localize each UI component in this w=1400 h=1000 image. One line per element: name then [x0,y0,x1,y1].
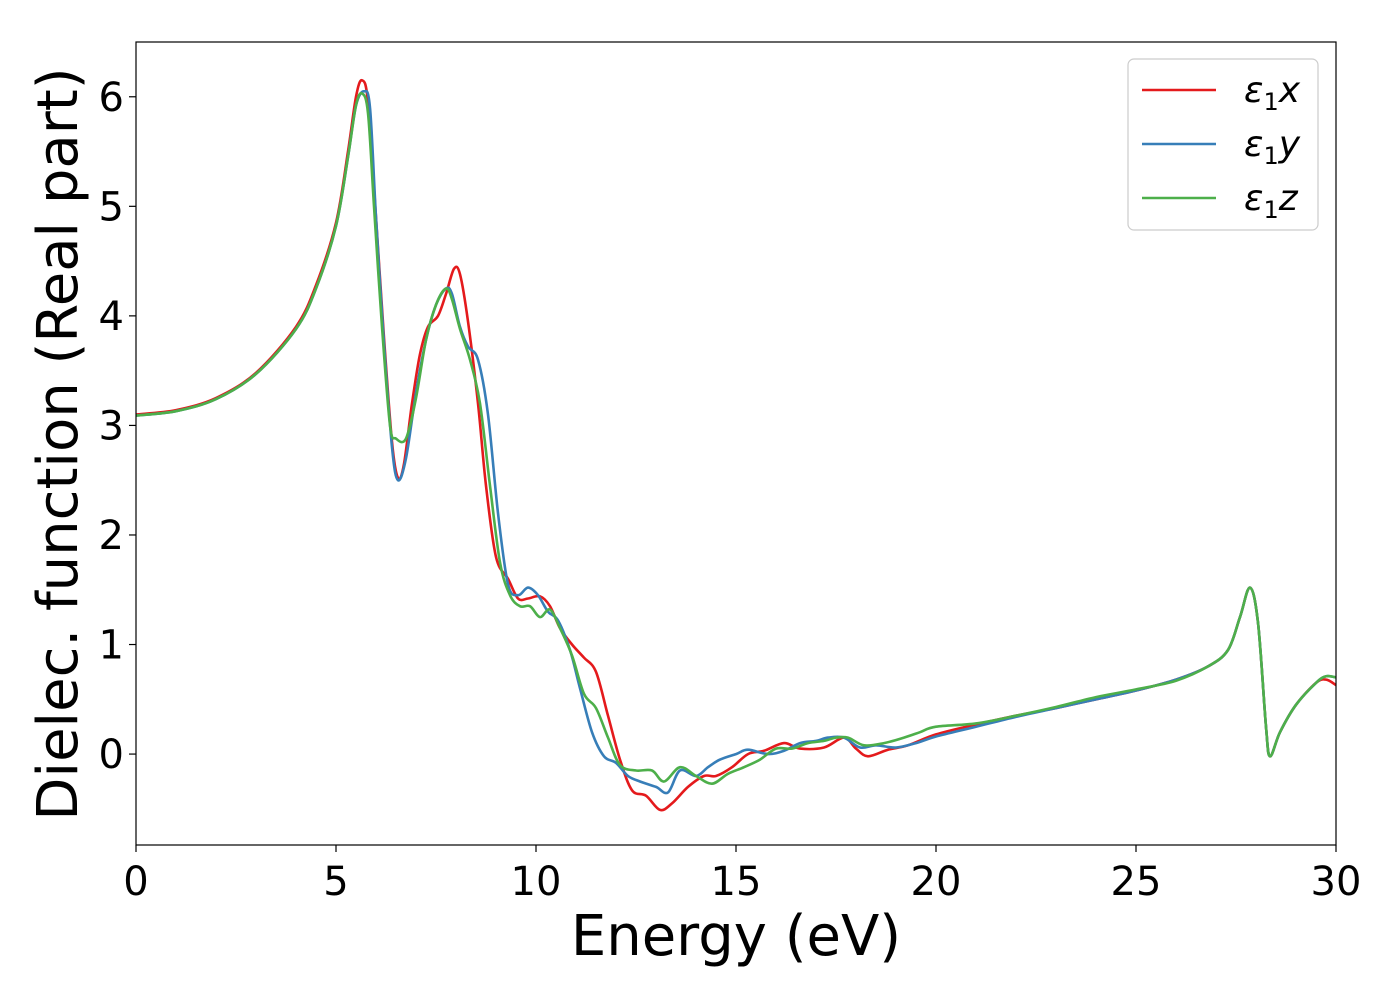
legend-label-z: ε1z [1244,178,1299,224]
x-tick-label: 25 [1111,859,1162,905]
x-tick-label: 30 [1311,859,1362,905]
x-axis-label: Energy (eV) [571,904,901,969]
y-axis-label: Dielec. function (Real part) [26,67,91,820]
series-layer [135,78,1337,812]
legend-label-x: ε1x [1244,70,1301,116]
y-tick-label: 3 [99,403,124,449]
series-line-z [135,91,1337,785]
x-tick-label: 10 [511,859,562,905]
x-tick-label: 15 [711,859,762,905]
x-axis: 0 5 10 15 20 25 30 [123,845,1361,905]
y-tick-label: 6 [99,75,124,121]
x-tick-label: 5 [323,859,348,905]
y-tick-label: 2 [99,513,124,559]
x-tick-label: 20 [911,859,962,905]
legend-label-y: ε1y [1244,124,1301,170]
y-tick-label: 5 [99,184,124,230]
y-tick-label: 0 [99,732,124,778]
legend: ε1x ε1y ε1z [1127,58,1319,231]
y-tick-label: 4 [99,294,124,340]
x-tick-label: 0 [123,859,148,905]
y-tick-label: 1 [99,623,124,669]
y-axis: 0 1 2 3 4 5 6 [99,75,136,778]
legend-box [1127,58,1319,231]
